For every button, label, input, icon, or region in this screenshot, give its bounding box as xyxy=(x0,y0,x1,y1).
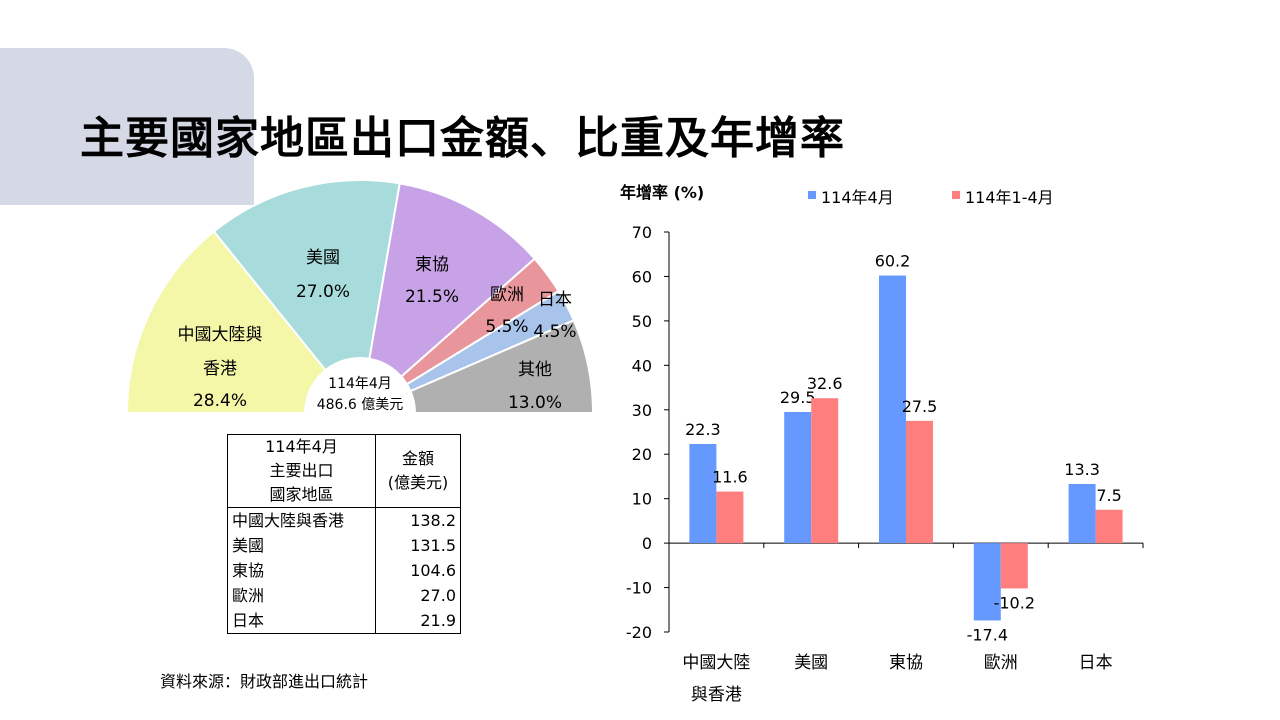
table-cell-amount: 21.9 xyxy=(375,608,461,634)
pie-value-label: 13.0% xyxy=(508,393,562,413)
bar-0-0 xyxy=(689,444,717,544)
x-tick-label: 與香港 xyxy=(691,685,742,705)
bar-value-label: 32.6 xyxy=(807,374,843,393)
table-row: 歐洲 27.0 xyxy=(227,583,461,608)
x-tick-label: 日本 xyxy=(1079,653,1113,673)
table-header-line: 國家地區 xyxy=(269,485,334,504)
table-cell-region: 東協 xyxy=(227,558,376,583)
bar-value-label: 11.6 xyxy=(712,468,748,487)
table-cell-amount: 131.5 xyxy=(375,533,461,558)
table-header-line: 金額 xyxy=(401,449,434,468)
table-cell-amount: 138.2 xyxy=(375,507,461,533)
table-header-line: 主要出口 xyxy=(269,461,334,480)
table-cell-region: 日本 xyxy=(227,608,376,634)
table-cell-amount: 104.6 xyxy=(375,558,461,583)
pie-label: 中國大陸與 xyxy=(178,325,263,345)
legend-label: 114年4月 xyxy=(821,188,894,207)
pie-value-label: 27.0% xyxy=(296,282,350,302)
page-title: 主要國家地區出口金額、比重及年增率 xyxy=(80,113,845,164)
pie-value-label: 21.5% xyxy=(405,287,459,307)
y-axis-title: 年增率 (%) xyxy=(620,183,704,202)
legend-swatch xyxy=(952,191,960,199)
table-header-line: (億美元) xyxy=(387,473,449,492)
bar-1-4 xyxy=(1095,509,1123,544)
y-tick-label: 60 xyxy=(632,267,652,286)
pie-label: 其他 xyxy=(518,360,552,380)
y-tick-label: 40 xyxy=(632,356,652,375)
pie-slice-5 xyxy=(409,319,595,414)
bar-1-1 xyxy=(811,398,839,544)
pie-label: 日本 xyxy=(538,290,572,310)
y-tick-label: 20 xyxy=(632,445,652,464)
table-header-line: 114年4月 xyxy=(265,437,338,456)
y-tick-label: 0 xyxy=(642,534,652,553)
legend-label: 114年1-4月 xyxy=(965,188,1054,207)
table-header-amount: 金額 (億美元) xyxy=(375,434,461,508)
bar-0-2 xyxy=(879,275,906,544)
pie-value-label: 4.5% xyxy=(533,322,576,342)
pie-slice-1 xyxy=(212,179,401,372)
table-cell-region: 歐洲 xyxy=(227,583,376,608)
pie-slice-2 xyxy=(368,182,537,379)
y-tick-label: 50 xyxy=(632,312,652,331)
bar-value-label: 7.5 xyxy=(1096,486,1121,505)
y-tick-label: 10 xyxy=(632,490,652,509)
bar-0-3 xyxy=(973,543,1001,621)
bar-value-label: 13.3 xyxy=(1064,460,1100,479)
pie-center-label: 486.6 億美元 xyxy=(317,397,404,413)
y-tick-label: -10 xyxy=(626,579,652,598)
pie-value-label: 28.4% xyxy=(193,391,247,411)
x-tick-label: 東協 xyxy=(889,653,923,673)
table-header-region: 114年4月 主要出口 國家地區 xyxy=(227,434,376,508)
pie-slice-0 xyxy=(125,230,327,414)
table-row: 東協 104.6 xyxy=(227,558,461,583)
legend-swatch xyxy=(808,191,816,199)
bar-1-3 xyxy=(1000,543,1028,589)
table-cell-region: 美國 xyxy=(227,533,376,558)
bar-value-label: 27.5 xyxy=(902,397,938,416)
pie-label: 香港 xyxy=(203,359,237,379)
table-row: 美國 131.5 xyxy=(227,533,461,558)
bar-value-label: -17.4 xyxy=(967,625,1008,644)
title-accent-block xyxy=(0,48,254,205)
table-cell-amount: 27.0 xyxy=(375,583,461,608)
bar-1-2 xyxy=(906,420,933,544)
table-row: 日本 21.9 xyxy=(227,608,461,634)
bar-value-label: -10.2 xyxy=(994,593,1035,612)
pie-value-label: 5.5% xyxy=(485,317,528,337)
y-tick-label: 30 xyxy=(632,401,652,420)
bar-value-label: 29.5 xyxy=(780,388,816,407)
bar-value-label: 22.3 xyxy=(685,420,721,439)
x-tick-label: 歐洲 xyxy=(984,653,1018,673)
export-amount-table: 114年4月 主要出口 國家地區 金額 (億美元) 中國大陸與香港 138.2 … xyxy=(227,434,461,634)
bar-value-label: 60.2 xyxy=(875,252,911,271)
pie-label: 美國 xyxy=(306,248,340,268)
table-row: 中國大陸與香港 138.2 xyxy=(227,507,461,533)
x-tick-label: 美國 xyxy=(794,653,828,673)
bar-0-4 xyxy=(1068,484,1096,544)
source-note: 資料來源：財政部進出口統計 xyxy=(160,672,369,691)
x-tick-label: 中國大陸 xyxy=(682,653,750,673)
pie-label: 東協 xyxy=(415,255,449,275)
y-tick-label: 70 xyxy=(632,223,652,242)
bar-1-0 xyxy=(716,491,744,544)
y-tick-label: -20 xyxy=(626,623,652,642)
pie-center-label: 114年4月 xyxy=(328,376,392,392)
bar-0-1 xyxy=(784,412,812,544)
table-cell-region: 中國大陸與香港 xyxy=(227,507,376,533)
pie-label: 歐洲 xyxy=(490,285,524,305)
